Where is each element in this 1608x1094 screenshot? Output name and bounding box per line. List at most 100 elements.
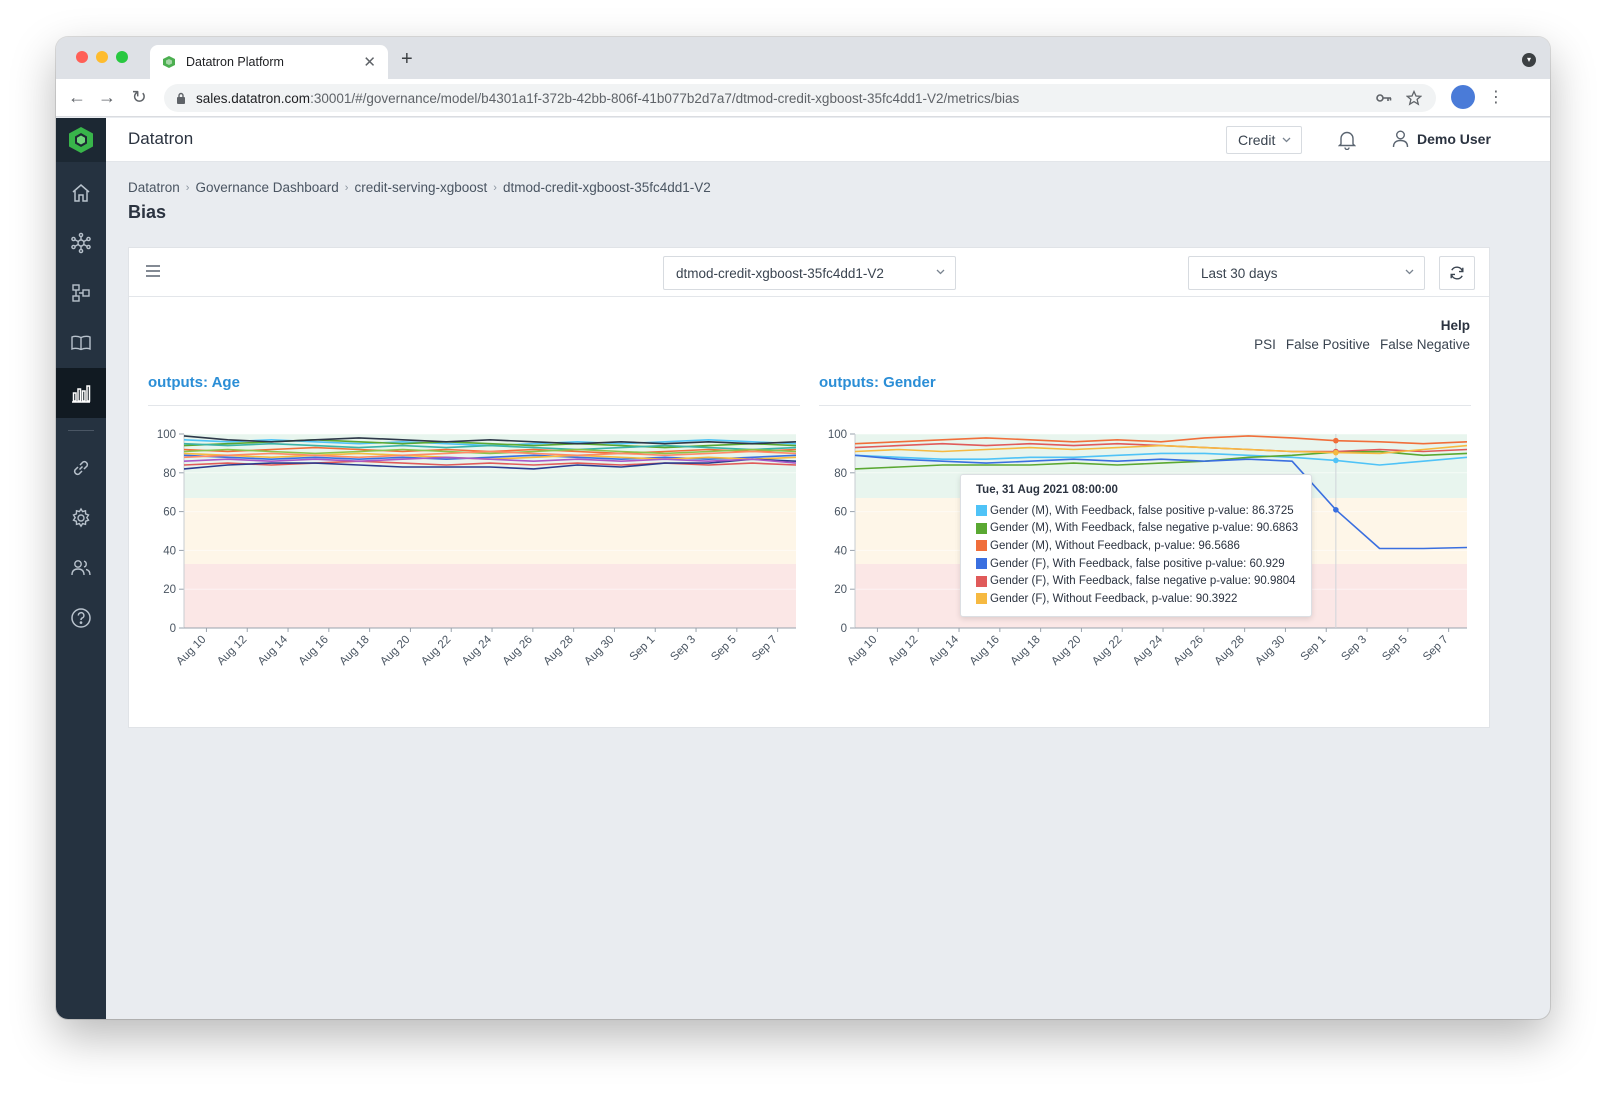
threshold-band (184, 498, 796, 564)
date-range-value: Last 30 days (1201, 265, 1278, 281)
x-tick-label: Sep 7 (1421, 634, 1451, 664)
chart-icon[interactable] (56, 368, 106, 418)
users-icon[interactable] (56, 543, 106, 593)
profile-avatar[interactable] (1451, 85, 1475, 109)
x-tick-label: Aug 14 (256, 633, 291, 668)
x-tick-label: Aug 22 (1090, 634, 1124, 668)
breadcrumb-chevron-icon: › (493, 181, 497, 194)
browser-toolbar: ← → ↻ sales.datatron.com:30001/#/governa… (56, 79, 1550, 117)
x-tick-label: Aug 22 (419, 634, 453, 668)
breadcrumb-chevron-icon: › (185, 181, 190, 194)
hover-point (1333, 457, 1339, 464)
refresh-button[interactable] (1439, 256, 1475, 290)
x-tick-label: Sep 3 (1339, 634, 1369, 664)
breadcrumb-item-governance[interactable]: Governance Dashboard (195, 180, 339, 195)
help-link-false-negative[interactable]: False Negative (1379, 337, 1470, 352)
hamburger-menu-icon[interactable] (146, 265, 160, 277)
window-controls (76, 51, 128, 63)
gender-chart-divider (819, 405, 1471, 406)
user-menu[interactable]: Demo User (1392, 130, 1491, 148)
home-icon[interactable] (56, 168, 106, 218)
network-icon[interactable] (56, 218, 106, 268)
help-icon[interactable] (56, 593, 106, 643)
breadcrumb-item-datatron[interactable]: Datatron (128, 180, 180, 195)
x-tick-label: Aug 26 (501, 634, 535, 668)
help-link-false-positive[interactable]: False Positive (1285, 337, 1370, 352)
workspace-select[interactable]: Credit (1226, 126, 1302, 154)
y-tick-label: 80 (163, 468, 176, 480)
url-path: :30001/#/governance/model/b4301a1f-372b-… (310, 90, 1020, 106)
hover-point (1333, 506, 1339, 513)
y-tick-label: 80 (834, 468, 847, 480)
model-select[interactable]: dtmod-credit-xgboost-35fc4dd1-V2 (663, 256, 956, 290)
x-tick-label: Aug 30 (1253, 634, 1287, 668)
workspace-select-value: Credit (1238, 132, 1276, 148)
y-tick-label: 60 (163, 507, 176, 519)
series-swatch (976, 522, 987, 534)
series-swatch (976, 558, 987, 570)
user-icon (1392, 130, 1409, 148)
datatron-logo[interactable] (56, 118, 106, 162)
browser-menu-icon[interactable]: ⋮ (1488, 89, 1504, 106)
age-chart-divider (148, 405, 800, 406)
chevron-down-icon (936, 269, 945, 275)
breadcrumb: Datatron › Governance Dashboard › credit… (128, 180, 711, 195)
tooltip-row: Gender (M), With Feedback, false negativ… (976, 520, 1311, 538)
hover-point (1333, 449, 1339, 456)
book-icon[interactable] (56, 318, 106, 368)
y-tick-label: 40 (834, 545, 847, 557)
series-line (183, 456, 797, 464)
threshold-band (184, 563, 796, 628)
bell-icon[interactable] (1338, 130, 1356, 150)
y-tick-label: 20 (834, 584, 847, 596)
browser-tab-bar: Datatron Platform ✕ + ▾ (56, 37, 1550, 79)
y-tick-label: 0 (170, 623, 176, 635)
models-icon[interactable] (56, 268, 106, 318)
reload-icon[interactable]: ↻ (131, 87, 147, 107)
tooltip-row: Gender (M), Without Feedback, p-value: 9… (976, 537, 1311, 555)
date-range-select[interactable]: Last 30 days (1188, 256, 1425, 290)
forward-icon[interactable]: → (98, 87, 116, 107)
browser-tab[interactable]: Datatron Platform ✕ (150, 45, 388, 79)
breadcrumb-item-serving[interactable]: credit-serving-xgboost (354, 180, 488, 195)
model-select-value: dtmod-credit-xgboost-35fc4dd1-V2 (676, 265, 884, 281)
tooltip-row: Gender (F), With Feedback, false negativ… (976, 572, 1311, 590)
tooltip-row: Gender (M), With Feedback, false positiv… (976, 502, 1311, 520)
app-header: Datatron Credit Demo User (106, 118, 1550, 162)
x-tick-label: Aug 20 (1049, 634, 1083, 668)
series-line (854, 435, 1468, 445)
minimize-window-button[interactable] (96, 51, 108, 63)
y-tick-label: 60 (834, 507, 847, 519)
x-tick-label: Aug 12 (215, 634, 249, 668)
url-host: sales.datatron.com (196, 90, 311, 106)
x-tick-label: Sep 5 (1380, 634, 1410, 664)
url-bar[interactable]: sales.datatron.com:30001/#/governance/mo… (164, 84, 1436, 112)
app-sidebar (56, 118, 106, 1019)
help-link-psi[interactable]: PSI (1254, 337, 1276, 352)
x-tick-label: Sep 7 (750, 634, 780, 664)
x-tick-label: Sep 1 (1299, 634, 1329, 664)
gear-icon[interactable] (56, 493, 106, 543)
tab-search-icon[interactable]: ▾ (1522, 53, 1536, 67)
sidebar-divider (68, 430, 94, 431)
x-tick-label: Aug 16 (297, 634, 331, 668)
breadcrumb-item-model[interactable]: dtmod-credit-xgboost-35fc4dd1-V2 (502, 180, 711, 195)
tooltip-row: Gender (F), Without Feedback, p-value: 9… (976, 590, 1311, 608)
series-line (183, 435, 797, 445)
x-tick-label: Sep 1 (628, 634, 658, 664)
x-tick-label: Aug 10 (174, 634, 208, 668)
new-tab-button[interactable]: + (401, 48, 413, 70)
key-icon[interactable] (1376, 93, 1392, 103)
close-tab-icon[interactable]: ✕ (363, 54, 376, 71)
y-tick-label: 40 (163, 545, 176, 557)
close-window-button[interactable] (76, 51, 88, 63)
series-swatch (976, 505, 987, 517)
x-tick-label: Sep 3 (668, 634, 698, 664)
chart-tooltip: Tue, 31 Aug 2021 08:00:00 Gender (M), Wi… (960, 474, 1312, 617)
back-icon[interactable]: ← (68, 87, 86, 107)
page-title: Bias (128, 202, 167, 222)
maximize-window-button[interactable] (116, 51, 128, 63)
bookmark-star-icon[interactable] (1406, 90, 1422, 106)
link-icon[interactable] (56, 443, 106, 493)
